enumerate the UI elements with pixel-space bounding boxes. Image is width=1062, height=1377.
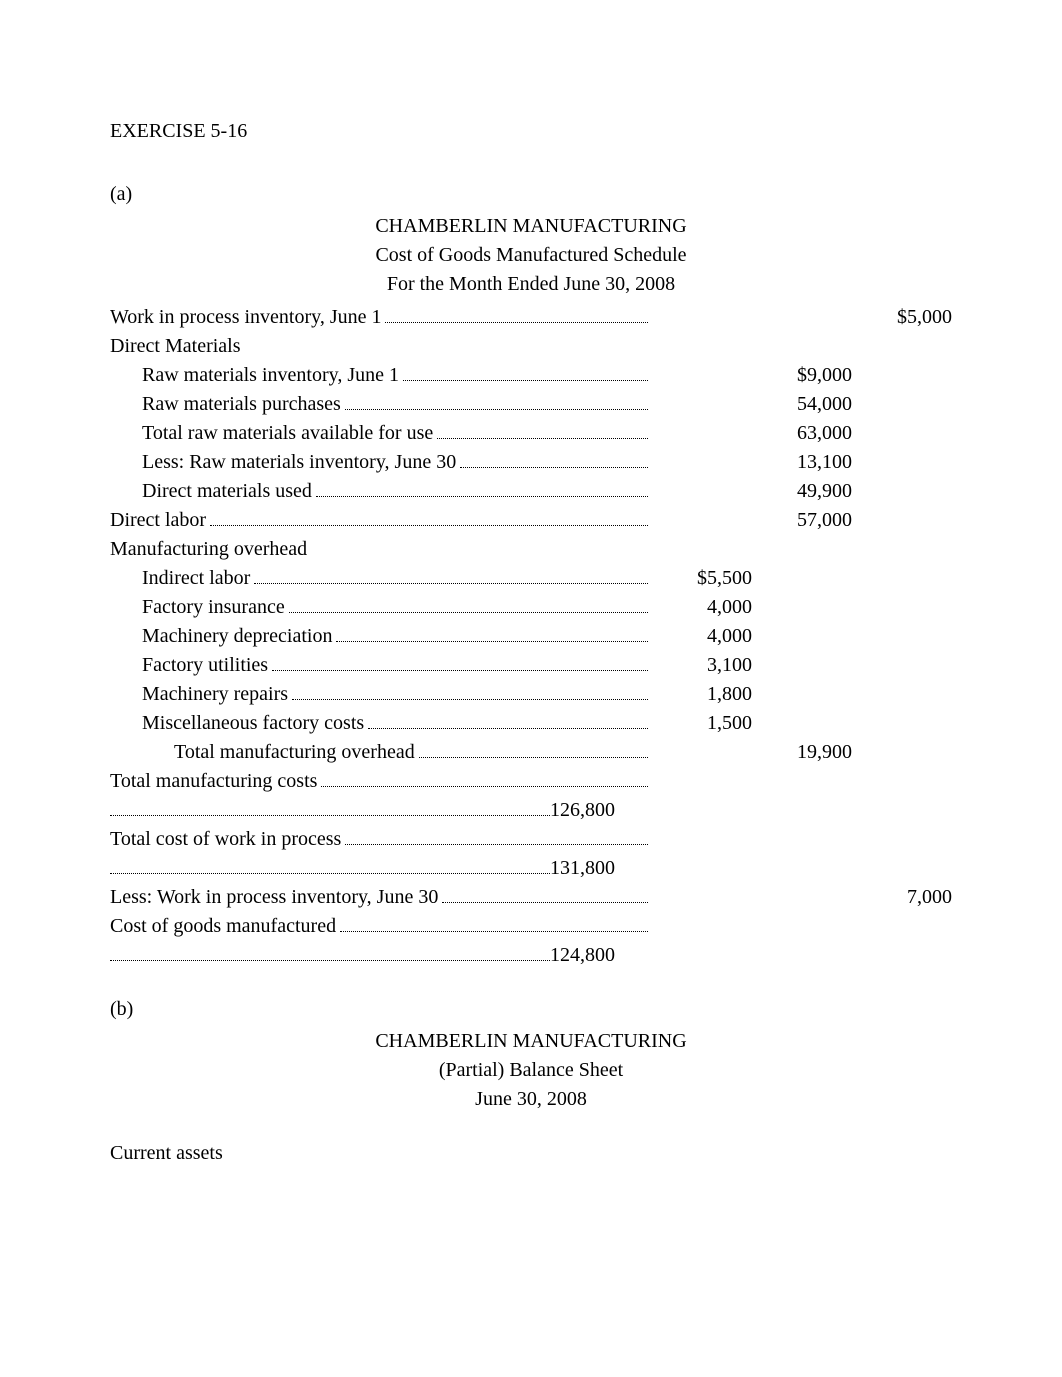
leader-dots — [289, 594, 648, 613]
leader-dots — [340, 913, 648, 932]
wip-begin-value: $5,000 — [852, 303, 952, 332]
leader-dots — [442, 884, 648, 903]
row-cogm-value: 124,800 — [110, 941, 952, 970]
exercise-title: EXERCISE 5-16 — [110, 120, 952, 143]
leader-dots — [110, 797, 550, 816]
leader-dots — [336, 623, 648, 642]
row-total-mfg-costs-label: Total manufacturing costs — [110, 767, 952, 796]
indirect-labor-value: $5,500 — [652, 564, 752, 593]
leader-dots — [419, 739, 648, 758]
leader-dots — [385, 304, 648, 323]
balance-sheet-title: (Partial) Balance Sheet — [110, 1056, 952, 1085]
depreciation-label: Machinery depreciation — [110, 622, 332, 651]
raw-begin-label: Raw materials inventory, June 1 — [110, 361, 399, 390]
utilities-label: Factory utilities — [110, 651, 268, 680]
depreciation-value: 4,000 — [652, 622, 752, 651]
row-dm-header: Direct Materials — [110, 332, 952, 361]
leader-dots — [210, 507, 648, 526]
wip-end-label: Less: Work in process inventory, June 30 — [110, 883, 438, 912]
row-repairs: Machinery repairs 1,800 — [110, 680, 952, 709]
direct-labor-label: Direct labor — [110, 506, 206, 535]
leader-dots — [460, 449, 648, 468]
row-total-wip-value: 131,800 — [110, 854, 952, 883]
dm-header: Direct Materials — [110, 332, 241, 361]
purchases-value: 54,000 — [752, 390, 852, 419]
moh-header: Manufacturing overhead — [110, 535, 307, 564]
leader-dots — [437, 420, 648, 439]
wip-end-value: 7,000 — [852, 883, 952, 912]
available-label: Total raw materials available for use — [110, 419, 433, 448]
misc-label: Miscellaneous factory costs — [110, 709, 364, 738]
leader-dots — [368, 710, 648, 729]
moh-total-label: Total manufacturing overhead — [110, 738, 415, 767]
schedule-title: Cost of Goods Manufactured Schedule — [110, 241, 952, 270]
direct-labor-value: 57,000 — [752, 506, 852, 535]
row-wip-end: Less: Work in process inventory, June 30… — [110, 883, 952, 912]
row-purchases: Raw materials purchases 54,000 — [110, 390, 952, 419]
moh-total-value: 19,900 — [752, 738, 852, 767]
cogm-label: Cost of goods manufactured — [110, 912, 336, 941]
leader-dots — [272, 652, 648, 671]
leader-dots — [254, 565, 648, 584]
current-assets-header: Current assets — [110, 1142, 952, 1165]
leader-dots — [321, 768, 648, 787]
row-indirect-labor: Indirect labor $5,500 — [110, 564, 952, 593]
row-total-wip-label: Total cost of work in process — [110, 825, 952, 854]
purchases-label: Raw materials purchases — [110, 390, 341, 419]
company-name-b: CHAMBERLIN MANUFACTURING — [110, 1027, 952, 1056]
row-cogm-label: Cost of goods manufactured — [110, 912, 952, 941]
balance-sheet-date: June 30, 2008 — [110, 1085, 952, 1114]
row-direct-labor: Direct labor 57,000 — [110, 506, 952, 535]
row-raw-end: Less: Raw materials inventory, June 30 1… — [110, 448, 952, 477]
misc-value: 1,500 — [652, 709, 752, 738]
row-utilities: Factory utilities 3,100 — [110, 651, 952, 680]
total-wip-value: 131,800 — [550, 854, 615, 883]
row-available: Total raw materials available for use 63… — [110, 419, 952, 448]
row-raw-begin: Raw materials inventory, June 1 $9,000 — [110, 361, 952, 390]
leader-dots — [292, 681, 648, 700]
schedule-period: For the Month Ended June 30, 2008 — [110, 270, 952, 299]
available-value: 63,000 — [752, 419, 852, 448]
raw-end-label: Less: Raw materials inventory, June 30 — [110, 448, 456, 477]
row-total-mfg-costs-value: 126,800 — [110, 796, 952, 825]
row-depreciation: Machinery depreciation 4,000 — [110, 622, 952, 651]
dm-used-label: Direct materials used — [110, 477, 312, 506]
part-a-label: (a) — [110, 183, 952, 206]
leader-dots — [345, 391, 648, 410]
wip-begin-label: Work in process inventory, June 1 — [110, 303, 381, 332]
row-misc: Miscellaneous factory costs 1,500 — [110, 709, 952, 738]
dm-used-value: 49,900 — [752, 477, 852, 506]
insurance-label: Factory insurance — [110, 593, 285, 622]
leader-dots — [110, 855, 550, 874]
row-insurance: Factory insurance 4,000 — [110, 593, 952, 622]
row-moh-header: Manufacturing overhead — [110, 535, 952, 564]
raw-end-value: 13,100 — [752, 448, 852, 477]
total-mfg-costs-value: 126,800 — [550, 796, 615, 825]
total-mfg-costs-label: Total manufacturing costs — [110, 767, 317, 796]
total-wip-label: Total cost of work in process — [110, 825, 341, 854]
part-b-label: (b) — [110, 998, 952, 1021]
cogm-value: 124,800 — [550, 941, 615, 970]
row-moh-total: Total manufacturing overhead 19,900 — [110, 738, 952, 767]
row-wip-begin: Work in process inventory, June 1 $5,000 — [110, 303, 952, 332]
row-dm-used: Direct materials used 49,900 — [110, 477, 952, 506]
repairs-value: 1,800 — [652, 680, 752, 709]
leader-dots — [316, 478, 648, 497]
repairs-label: Machinery repairs — [110, 680, 288, 709]
raw-begin-value: $9,000 — [752, 361, 852, 390]
company-name-a: CHAMBERLIN MANUFACTURING — [110, 212, 952, 241]
leader-dots — [403, 362, 648, 381]
leader-dots — [345, 826, 648, 845]
utilities-value: 3,100 — [652, 651, 752, 680]
insurance-value: 4,000 — [652, 593, 752, 622]
cogm-schedule: Work in process inventory, June 1 $5,000… — [110, 303, 952, 970]
indirect-labor-label: Indirect labor — [110, 564, 250, 593]
leader-dots — [110, 942, 550, 961]
